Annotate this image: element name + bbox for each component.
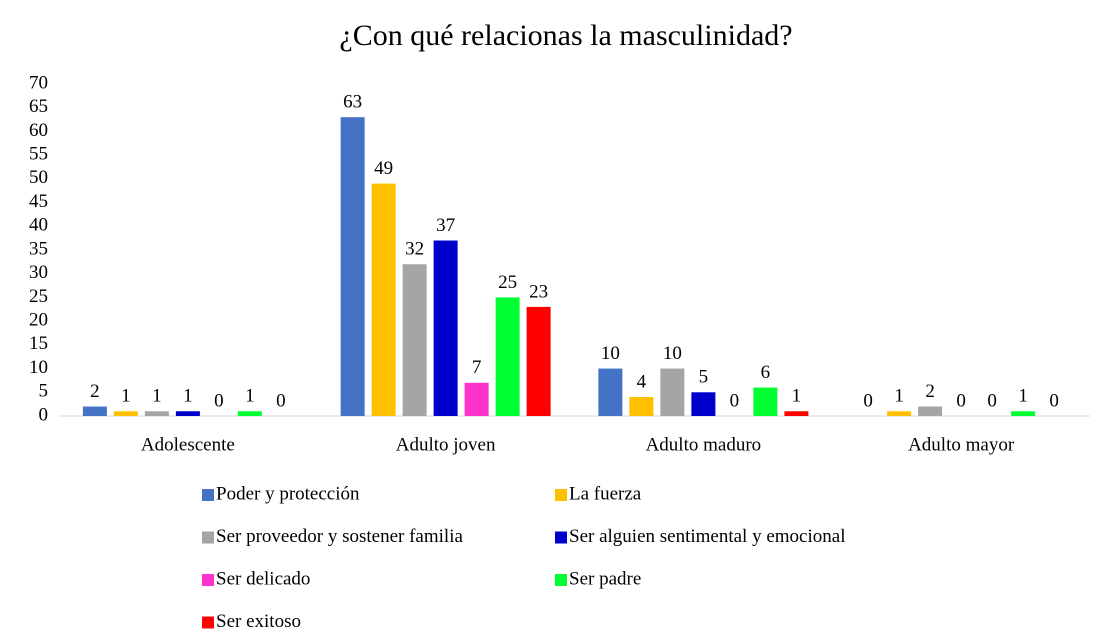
bar — [629, 397, 654, 416]
data-label: 23 — [529, 281, 548, 302]
x-tick-label: Adulto joven — [396, 434, 496, 455]
bar — [433, 240, 458, 416]
data-label: 0 — [863, 390, 873, 411]
data-label: 7 — [472, 357, 482, 378]
bar — [753, 387, 778, 416]
bar — [82, 406, 107, 416]
data-label: 2 — [925, 381, 935, 402]
data-label: 10 — [601, 343, 620, 364]
data-label: 63 — [343, 92, 362, 113]
data-label: 0 — [276, 390, 286, 411]
data-label: 49 — [374, 158, 393, 179]
data-label: 2 — [90, 381, 100, 402]
legend-swatch — [202, 616, 214, 629]
data-label: 1 — [1018, 386, 1028, 407]
data-label: 0 — [987, 390, 997, 411]
y-tick-label: 30 — [29, 262, 48, 283]
bar — [144, 411, 169, 416]
legend-label: Ser exitoso — [216, 611, 301, 632]
data-label: 1 — [121, 386, 131, 407]
y-tick-label: 35 — [29, 238, 48, 259]
x-tick-label: Adulto maduro — [646, 434, 762, 455]
legend-swatch — [555, 574, 567, 586]
bar — [464, 382, 489, 416]
y-tick-label: 20 — [29, 310, 48, 331]
data-label: 0 — [956, 390, 966, 411]
data-label: 0 — [214, 390, 224, 411]
legend-label: Ser padre — [569, 568, 641, 589]
data-label: 37 — [436, 215, 455, 236]
legend-swatch — [202, 574, 214, 586]
bar — [918, 406, 943, 416]
legend-label: Ser delicado — [216, 568, 310, 589]
y-tick-label: 70 — [29, 72, 48, 93]
legend-label: Ser alguien sentimental y emocional — [569, 526, 845, 547]
data-label: 10 — [663, 343, 682, 364]
legend-swatch — [202, 531, 214, 544]
bar — [113, 411, 138, 416]
y-tick-label: 25 — [29, 286, 48, 307]
data-label: 25 — [498, 272, 517, 293]
bar — [887, 411, 912, 416]
y-tick-label: 10 — [29, 357, 48, 378]
bar — [175, 411, 200, 416]
data-label: 4 — [637, 371, 647, 392]
legend-swatch — [555, 489, 567, 501]
data-label: 1 — [245, 386, 255, 407]
y-tick-label: 15 — [29, 333, 48, 354]
y-tick-label: 40 — [29, 215, 48, 236]
data-label: 5 — [699, 367, 709, 388]
bar — [495, 297, 520, 416]
legend-swatch — [555, 531, 567, 544]
bar — [402, 264, 427, 416]
bar — [660, 368, 685, 416]
legend-label: La fuerza — [569, 483, 642, 504]
bar — [526, 306, 551, 416]
x-tick-label: Adulto mayor — [908, 434, 1015, 455]
y-tick-label: 55 — [29, 144, 48, 165]
data-label: 0 — [730, 390, 740, 411]
bar — [340, 117, 365, 416]
bar — [598, 368, 623, 416]
y-tick-label: 0 — [39, 404, 49, 425]
data-label: 1 — [152, 386, 162, 407]
x-tick-label: Adolescente — [141, 434, 235, 455]
bar — [1011, 411, 1036, 416]
legend-swatch — [202, 489, 214, 501]
bar — [237, 411, 262, 416]
bar — [784, 411, 809, 416]
chart-title: ¿Con qué relacionas la masculinidad? — [339, 19, 792, 52]
data-label: 0 — [1049, 390, 1059, 411]
y-tick-label: 45 — [29, 191, 48, 212]
data-label: 1 — [792, 386, 802, 407]
y-tick-label: 65 — [29, 96, 48, 117]
data-label: 1 — [894, 386, 904, 407]
y-tick-label: 50 — [29, 167, 48, 188]
legend-label: Ser proveedor y sostener familia — [216, 526, 463, 547]
data-label: 1 — [183, 386, 193, 407]
y-tick-label: 60 — [29, 120, 48, 141]
data-label: 32 — [405, 239, 424, 260]
y-tick-label: 5 — [39, 381, 49, 402]
data-label: 6 — [761, 362, 771, 383]
bar — [691, 392, 716, 416]
legend-label: Poder y protección — [216, 483, 360, 504]
bar — [371, 183, 396, 416]
